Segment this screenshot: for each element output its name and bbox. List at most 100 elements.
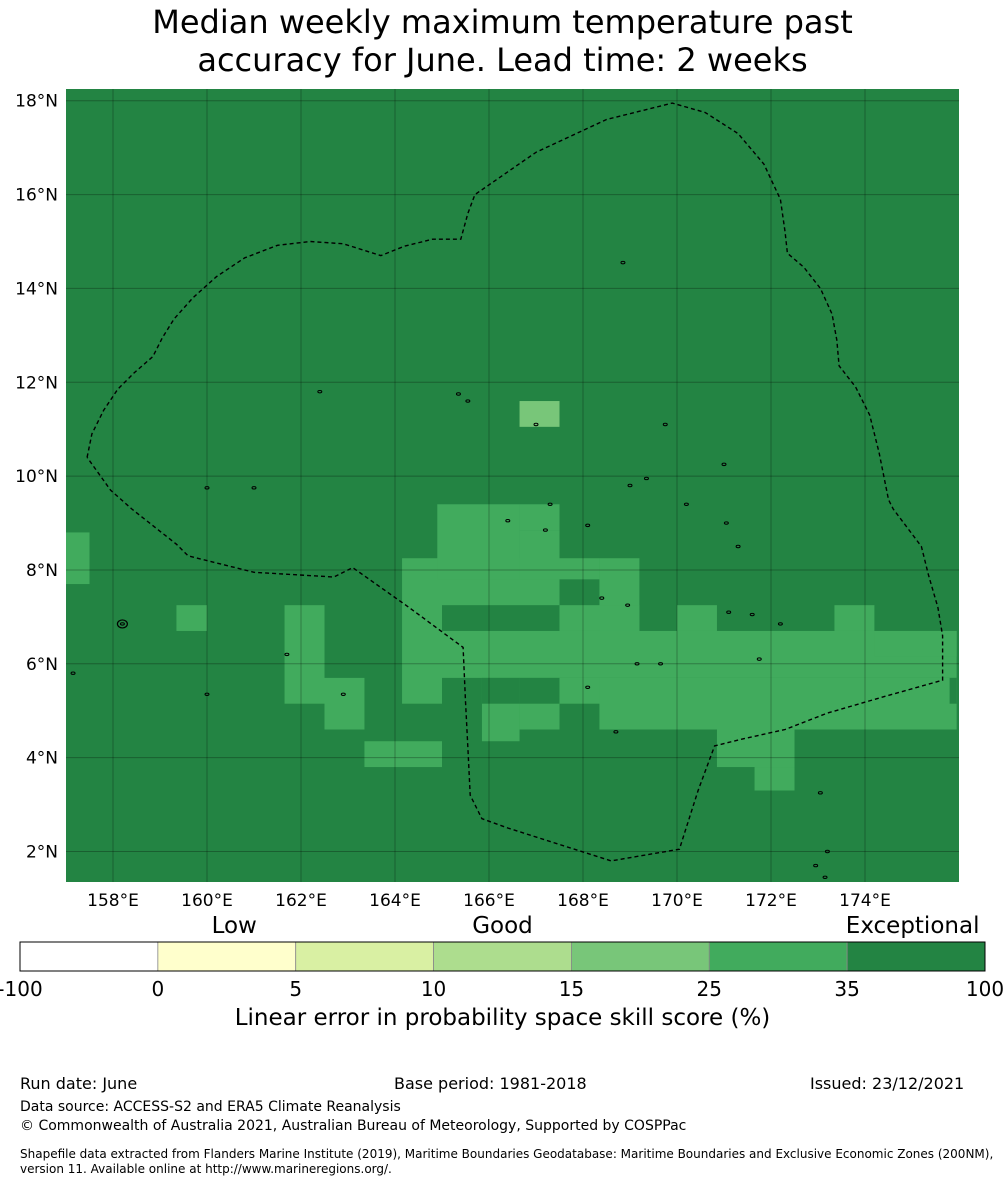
island-outline [822, 875, 828, 880]
colorbar-tick-label: 25 [696, 977, 723, 1001]
longitude-tick-label: 168°E [557, 891, 609, 911]
skill-cell-25-35 [402, 558, 442, 704]
longitude-tick-label: 162°E [275, 891, 327, 911]
latitude-tick-label: 16°N [15, 186, 58, 206]
skill-cell-35-100 [481, 677, 520, 704]
colorbar-bin [708, 941, 848, 972]
island-outline [542, 528, 548, 532]
skill-cell-25-35 [442, 630, 957, 678]
island-outline [505, 518, 511, 523]
island-outline [620, 260, 626, 265]
island-outline [662, 422, 668, 427]
base-period-text: Base period: 1981-2018 [394, 1074, 587, 1093]
island-outlines [70, 260, 830, 880]
island-outline [817, 791, 823, 795]
run-date-text: Run date: June [20, 1074, 138, 1093]
latitude-tick-label: 2°N [26, 843, 58, 863]
island-outline [119, 622, 125, 626]
island-outline [204, 486, 210, 490]
island-outline [643, 476, 649, 481]
island-outline [756, 657, 762, 661]
colorbar-axis-label: Linear error in probability space skill … [234, 1005, 771, 1031]
skill-cell-25-35 [559, 558, 600, 580]
island-outline [735, 544, 741, 549]
island-outline [533, 422, 539, 427]
longitude-tick-label: 164°E [369, 891, 421, 911]
skill-cell-25-35 [519, 530, 560, 580]
island-outline [813, 863, 819, 868]
latitude-tick-label: 4°N [26, 749, 58, 769]
island-outline [627, 483, 633, 488]
issued-date-text: Issued: 23/12/2021 [810, 1074, 965, 1093]
longitude-tick-label: 158°E [87, 891, 139, 911]
map-title-line-2: accuracy for June. Lead time: 2 weeks [197, 41, 808, 79]
island-outline [465, 399, 471, 403]
island-outline [585, 685, 591, 689]
island-outline [634, 662, 640, 666]
island-outline [204, 692, 210, 697]
colorbar-category-label: Exceptional [845, 913, 980, 939]
colorbar-tick-label: 100 [965, 977, 1005, 1001]
island-outline [749, 612, 755, 617]
colorbar-bin [19, 941, 159, 972]
colorbar-bin [571, 941, 710, 972]
colorbar-tick-label: 15 [558, 977, 585, 1001]
island-outline [658, 662, 664, 666]
colorbar-tick-label: 10 [420, 977, 447, 1001]
island-outline [251, 486, 257, 490]
island-outline [116, 619, 129, 629]
latitude-tick-label: 14°N [15, 279, 58, 299]
skill-cell-25-35 [559, 605, 640, 631]
colorbar-bin [157, 941, 297, 972]
island-outline [723, 521, 729, 525]
skill-cell-25-35 [66, 532, 90, 585]
colorbar-outline [19, 941, 986, 972]
skill-cell-25-35 [519, 504, 560, 531]
graticule-lines [66, 89, 959, 882]
island-outline [317, 389, 323, 394]
colorbar-category-label: Low [211, 913, 257, 939]
skill-cell-35-100 [949, 677, 957, 704]
island-outline [585, 523, 591, 528]
map-background [66, 89, 959, 882]
longitude-tick-label: 170°E [651, 891, 703, 911]
skill-cell-35-100 [519, 677, 560, 704]
colorbar-bin [433, 941, 572, 972]
latitude-tick-label: 10°N [15, 467, 58, 487]
island-outline [455, 392, 461, 396]
shapefile-credit-line-2: version 11. Available online at http://w… [20, 1162, 392, 1176]
colorbar-tick-label: -100 [0, 977, 43, 1001]
longitude-tick-label: 172°E [745, 891, 797, 911]
skill-cell-25-35 [324, 677, 365, 730]
axis-tick-labels: 158°E 160°E 162°E 164°E 166°E 168°E 170°E 172°E… [15, 92, 891, 911]
island-outline [547, 502, 553, 506]
colorbar [19, 941, 986, 972]
data-source-text: Data source: ACCESS-S2 and ERA5 Climate … [20, 1099, 401, 1115]
latitude-tick-label: 8°N [26, 561, 58, 581]
colorbar-tick-label: 5 [289, 977, 303, 1001]
colorbar-category-label: Good [472, 913, 533, 939]
skill-cell-25-35 [754, 767, 795, 791]
island-outline [599, 596, 605, 600]
shapefile-credit-line-1: Shapefile data extracted from Flanders M… [20, 1147, 994, 1161]
latitude-tick-label: 18°N [15, 92, 58, 112]
skill-cell-25-35 [874, 630, 957, 657]
colorbar-bin [295, 941, 434, 972]
skill-cell-25-35 [599, 677, 957, 730]
skill-cell-25-35 [176, 605, 207, 631]
latitude-tick-label: 6°N [26, 655, 58, 675]
skill-cell-25-35 [364, 741, 442, 768]
colorbar-tick-label: 35 [834, 977, 860, 1001]
skill-cell-25-35 [834, 605, 875, 631]
colorbar-bin [846, 941, 986, 972]
island-outline [683, 502, 689, 506]
map-title-line-1: Median weekly maximum temperature past [152, 3, 853, 41]
island-outline [340, 692, 346, 697]
island-outline [721, 462, 727, 467]
skill-cell-15-25 [519, 401, 560, 427]
colorbar-tick-label: 0 [151, 977, 165, 1001]
latitude-tick-label: 12°N [15, 373, 58, 393]
longitude-tick-label: 160°E [181, 891, 233, 911]
map-frame [66, 89, 959, 882]
